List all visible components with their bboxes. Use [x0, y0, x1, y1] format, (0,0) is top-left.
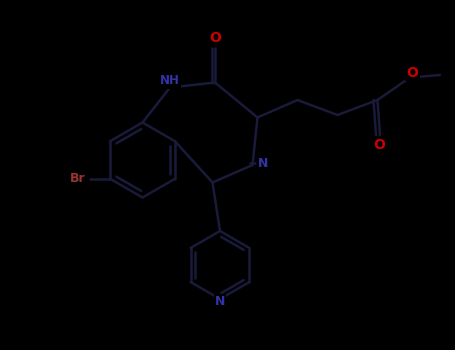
Text: N: N — [258, 157, 269, 170]
Text: O: O — [209, 30, 221, 44]
Text: NH: NH — [160, 75, 180, 88]
Text: O: O — [373, 138, 385, 152]
Text: O: O — [407, 65, 419, 79]
Text: N: N — [215, 295, 225, 308]
Text: Br: Br — [70, 172, 86, 185]
